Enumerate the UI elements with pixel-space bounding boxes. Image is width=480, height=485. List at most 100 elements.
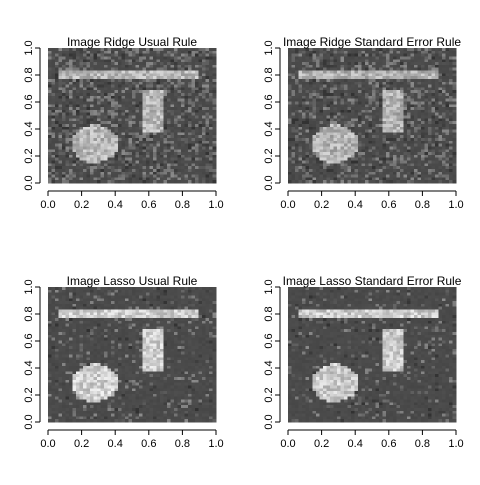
heatmap-cell xyxy=(206,62,210,65)
heatmap-cell xyxy=(174,107,178,110)
heatmap-cell xyxy=(376,124,380,127)
heatmap-cell xyxy=(115,110,119,113)
heatmap-cell xyxy=(393,76,397,79)
heatmap-cell xyxy=(132,65,136,68)
heatmap-cell xyxy=(288,172,292,175)
heatmap-cell xyxy=(132,121,136,124)
heatmap-cell xyxy=(125,124,129,127)
heatmap-cell xyxy=(351,146,355,149)
heatmap-cell xyxy=(185,71,189,74)
heatmap-cell xyxy=(101,121,105,124)
heatmap-cell xyxy=(59,82,63,85)
heatmap-cell xyxy=(76,155,80,158)
heatmap-cell xyxy=(101,68,105,71)
heatmap-cell xyxy=(386,149,390,152)
heatmap-cell xyxy=(439,56,443,59)
heatmap-cell xyxy=(327,149,331,152)
heatmap-cell xyxy=(48,116,52,119)
heatmap-cell xyxy=(306,166,310,169)
heatmap-cell xyxy=(76,146,80,149)
heatmap-cell xyxy=(101,155,105,158)
heatmap-cell xyxy=(80,144,84,147)
heatmap-cell xyxy=(195,51,199,54)
heatmap-cell xyxy=(69,301,73,304)
heatmap-cell xyxy=(192,127,196,130)
heatmap-cell xyxy=(288,127,292,130)
heatmap-cell xyxy=(185,79,189,82)
heatmap-cell xyxy=(59,96,63,99)
heatmap-cell xyxy=(414,118,418,121)
heatmap-cell xyxy=(376,152,380,155)
heatmap-cell xyxy=(59,290,63,293)
heatmap-cell xyxy=(390,113,394,116)
heatmap-cell xyxy=(421,113,425,116)
heatmap-cell xyxy=(213,293,217,296)
heatmap-cell xyxy=(52,163,56,166)
heatmap-cell xyxy=(323,138,327,141)
heatmap-cell xyxy=(299,82,303,85)
heatmap-cell xyxy=(320,87,324,90)
heatmap-cell xyxy=(288,177,292,180)
heatmap-cell xyxy=(181,107,185,110)
heatmap-cell xyxy=(383,65,387,68)
heatmap-cell xyxy=(299,73,303,76)
heatmap-cell xyxy=(171,172,175,175)
heatmap-cell xyxy=(62,124,66,127)
heatmap-cell xyxy=(302,132,306,135)
heatmap-cell xyxy=(66,127,70,130)
heatmap-cell xyxy=(66,107,70,110)
heatmap-cell xyxy=(397,113,401,116)
heatmap-cell xyxy=(108,141,112,144)
heatmap-cell xyxy=(386,166,390,169)
heatmap-cell xyxy=(139,130,143,133)
heatmap-cell xyxy=(323,82,327,85)
heatmap-cell xyxy=(446,101,450,104)
heatmap-cell xyxy=(174,301,178,304)
heatmap-cell xyxy=(292,73,296,76)
heatmap-cell xyxy=(66,135,70,138)
heatmap-cell xyxy=(393,166,397,169)
heatmap-cell xyxy=(69,73,73,76)
heatmap-cell xyxy=(365,149,369,152)
heatmap-cell xyxy=(411,163,415,166)
heatmap-cell xyxy=(365,144,369,147)
heatmap-cell xyxy=(390,79,394,82)
heatmap-cell xyxy=(118,104,122,107)
heatmap-cell xyxy=(288,93,292,96)
heatmap-cell xyxy=(425,146,429,149)
heatmap-cell xyxy=(167,132,171,135)
heatmap-cell xyxy=(178,104,182,107)
heatmap-cell xyxy=(439,87,443,90)
heatmap-cell xyxy=(299,107,303,110)
heatmap-cell xyxy=(111,87,115,90)
heatmap-cell xyxy=(48,73,52,76)
heatmap-cell xyxy=(327,110,331,113)
heatmap-cell xyxy=(83,290,87,293)
heatmap-cell xyxy=(397,175,401,178)
heatmap-cell xyxy=(146,71,150,74)
heatmap-cell xyxy=(323,107,327,110)
heatmap-cell xyxy=(136,68,140,71)
heatmap-cell xyxy=(195,301,199,304)
heatmap-cell xyxy=(62,99,66,102)
heatmap-cell xyxy=(94,59,98,62)
heatmap-cell xyxy=(355,180,359,183)
heatmap-cell xyxy=(97,104,101,107)
heatmap-cell xyxy=(150,99,154,102)
heatmap-cell xyxy=(414,169,418,172)
heatmap-cell xyxy=(453,132,457,135)
heatmap-cell xyxy=(146,113,150,116)
heatmap-cell xyxy=(94,290,98,293)
heatmap-cell xyxy=(150,295,154,298)
heatmap-cell xyxy=(348,163,352,166)
heatmap-cell xyxy=(101,93,105,96)
heatmap-cell xyxy=(337,144,341,147)
heatmap-cell xyxy=(407,141,411,144)
heatmap-cell xyxy=(202,293,206,296)
heatmap-cell xyxy=(435,62,439,65)
heatmap-cell xyxy=(195,161,199,164)
heatmap-cell xyxy=(351,175,355,178)
heatmap-cell xyxy=(306,59,310,62)
heatmap-cell xyxy=(327,71,331,74)
heatmap-cell xyxy=(309,65,313,68)
